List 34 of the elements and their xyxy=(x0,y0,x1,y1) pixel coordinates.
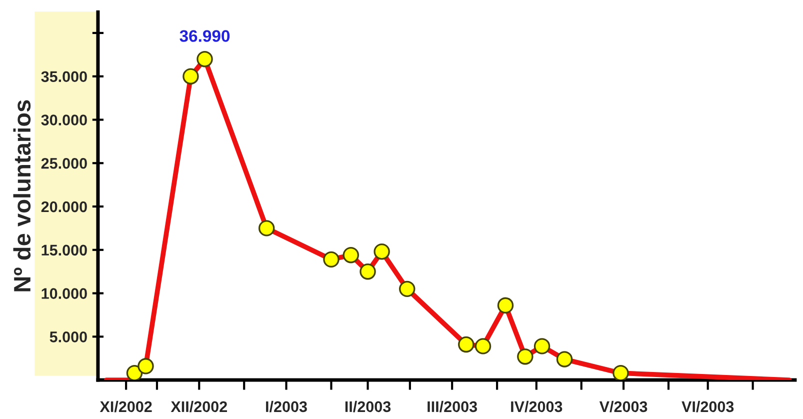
x-tick-label: XI/2002 xyxy=(100,400,152,412)
y-tick-label: 10.000 xyxy=(42,288,87,299)
y-tick-label: 30.000 xyxy=(41,114,87,126)
x-tick-label: III/2003 xyxy=(428,400,478,412)
y-tick-label: 15.000 xyxy=(42,244,87,256)
point xyxy=(126,364,143,380)
point xyxy=(458,336,474,353)
annotation: 36.990 xyxy=(180,30,230,42)
y-axis-title: Nº de voluntarios xyxy=(13,100,31,292)
point xyxy=(399,280,416,298)
point xyxy=(138,358,154,374)
x-tick-label: VI/2003 xyxy=(682,400,734,412)
point xyxy=(342,246,360,264)
point xyxy=(612,364,629,380)
point xyxy=(374,244,390,260)
point xyxy=(196,50,213,68)
x-tick-label: I/2003 xyxy=(266,400,307,412)
point xyxy=(556,351,573,368)
point xyxy=(497,297,514,314)
x-tick-label: II/2003 xyxy=(345,400,391,412)
y-tick-label: 35.000 xyxy=(41,71,87,82)
point xyxy=(182,68,199,84)
point xyxy=(258,220,275,236)
x-tick-label: IV/2003 xyxy=(511,400,562,412)
point xyxy=(517,348,534,365)
x-tick-label: V/2003 xyxy=(599,400,648,412)
y-tick-label: 25.000 xyxy=(41,158,87,169)
point xyxy=(534,338,550,354)
point xyxy=(360,263,376,280)
point xyxy=(323,251,340,268)
y-tick-label: 20.000 xyxy=(41,201,87,212)
y-tick-label: 5.000 xyxy=(50,332,87,342)
x-tick-label: XII/2002 xyxy=(170,400,227,412)
point xyxy=(474,338,492,354)
